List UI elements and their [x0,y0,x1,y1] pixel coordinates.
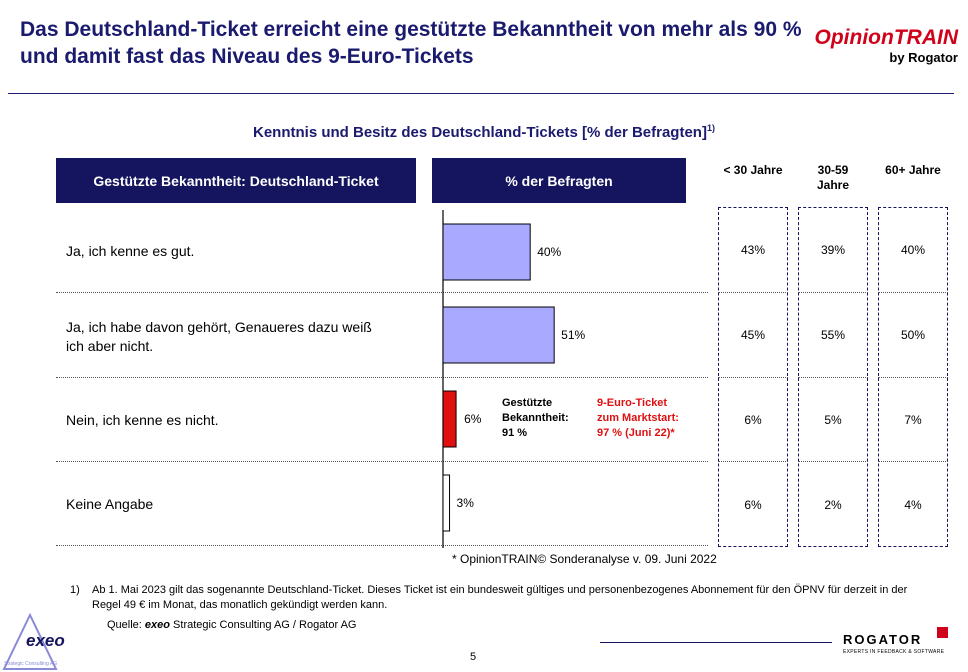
age-value: 40% [900,243,926,257]
bar [442,474,451,532]
source-brand: exeo [144,619,170,631]
age-value: 7% [904,413,922,427]
annotation-left-line: 91 % [502,427,528,439]
row-label-3: Nein, ich kenne es nicht. [66,412,219,428]
footnote-marker: 1) [70,584,80,596]
age-value: 39% [820,243,846,257]
left-header: Gestützte Bekanntheit: Deutschland-Ticke… [56,158,416,203]
source: Quelle: exeo Strategic Consulting AG / R… [107,619,356,631]
annotation-right-line: 9-Euro-Ticket [597,397,668,409]
header-rule [8,93,954,94]
age-value: 6% [744,413,762,427]
exeo-triangle-icon [2,612,58,670]
bar [442,223,531,281]
opiniontrain-logo: OpinionTRAIN by Rogator [812,26,958,65]
age-header-1: < 30 Jahre [723,163,783,177]
age-value: 43% [740,243,766,257]
age-separator [878,292,948,293]
row-label-1: Ja, ich kenne es gut. [66,243,195,259]
annotation-left-line: Gestützte [502,397,553,409]
source-prefix: Quelle: [107,619,145,631]
row-separator [56,377,708,378]
age-value: 55% [820,328,846,342]
age-separator [798,377,868,378]
logo-brand: OpinionTRAIN [814,26,958,49]
bar [442,306,555,364]
age-separator [798,292,868,293]
footnote: 1) Ab 1. Mai 2023 gilt das sogenannte De… [70,583,910,613]
age-separator [798,461,868,462]
age-header-2: 30-59 Jahre [816,163,850,192]
logo-by: by Rogator [889,50,958,65]
annotation-right-line: 97 % (Juni 22)* [597,427,675,439]
row-separator [56,545,708,546]
bar-value-label: 40% [537,245,561,259]
bar [442,390,457,448]
exeo-logo-sub: Strategic Consulting AG [4,661,58,667]
row-label-4: Keine Angabe [66,496,154,512]
chart-title: Kenntnis und Besitz des Deutschland-Tick… [0,123,968,141]
age-value: 5% [824,413,842,427]
bar-value-label: 51% [561,328,585,342]
rogator-logo-sub: EXPERTS IN FEEDBACK & SOFTWARE [843,649,945,655]
age-value: 2% [824,498,842,512]
age-value: 50% [900,328,926,342]
age-separator [718,461,788,462]
chart-title-text: Kenntnis und Besitz des Deutschland-Tick… [253,124,707,141]
bar-value-label: 3% [457,496,475,510]
rogator-logo: ROGATOR [843,632,923,647]
age-header-3: 60+ Jahre [885,163,941,177]
value-header: % der Befragten [432,158,686,203]
annotation-left-line: Bekanntheit: [502,412,569,424]
age-separator [878,377,948,378]
annotation-right-line: zum Marktstart: [597,412,679,424]
age-separator [718,292,788,293]
annotation-left: Gestützte Bekanntheit: 91 % [502,396,569,441]
age-separator [718,377,788,378]
annotation-right: 9-Euro-Ticket zum Marktstart: 97 % (Juni… [597,396,679,441]
footer-rule [600,642,832,643]
footnote-text: Ab 1. Mai 2023 gilt das sogenannte Deuts… [92,584,908,611]
rogator-square-icon [937,627,948,638]
source-rest: Strategic Consulting AG / Rogator AG [170,619,357,631]
headline: Das Deutschland-Ticket erreicht eine ges… [20,18,802,68]
age-value: 4% [904,498,922,512]
bar-value-label: 6% [464,412,482,426]
age-value: 45% [740,328,766,342]
exeo-logo: exeo [26,631,65,650]
page-number: 5 [470,651,477,663]
source-note: * OpinionTRAIN© Sonderanalyse v. 09. Jun… [452,552,717,566]
age-separator [878,461,948,462]
row-label-2: Ja, ich habe davon gehört, Genaueres daz… [66,319,372,354]
row-separator [56,461,708,462]
chart-title-sup: 1) [706,123,715,133]
row-separator [56,292,708,293]
age-value: 6% [744,498,762,512]
